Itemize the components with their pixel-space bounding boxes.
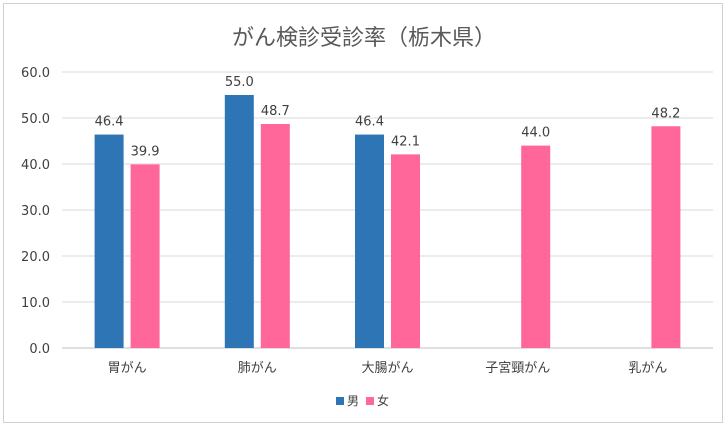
data-label: 46.4	[95, 115, 124, 130]
bar-female	[130, 164, 160, 348]
x-tick-label: 大腸がん	[361, 361, 413, 376]
bar-female	[651, 126, 681, 348]
bar-male	[355, 134, 384, 348]
data-label: 46.4	[355, 115, 384, 130]
gridlines	[62, 71, 713, 349]
y-tick-label: 60.0	[21, 66, 50, 81]
x-tick-label: 子宮頸がん	[485, 360, 550, 376]
y-tick-label: 10.0	[21, 296, 50, 311]
legend-label: 女	[377, 393, 389, 408]
data-label: 55.0	[225, 75, 254, 90]
bar-female	[391, 154, 420, 348]
y-tick-label: 0.0	[29, 342, 50, 357]
x-tick-label: 乳がん	[628, 361, 667, 376]
data-label: 48.2	[651, 106, 680, 121]
bar-female	[521, 145, 551, 348]
bar-male	[224, 95, 254, 348]
bar-female	[260, 123, 290, 348]
data-label: 48.7	[261, 104, 290, 119]
x-axis: 胃がん 肺がん 大腸がん 子宮頸がん 乳がん	[108, 360, 668, 376]
y-tick-label: 40.0	[21, 158, 50, 173]
y-tick-label: 50.0	[21, 112, 50, 127]
bar-male	[94, 134, 124, 348]
bars	[94, 95, 681, 348]
y-axis: 0.0 10.0 20.0 30.0 40.0 50.0 60.0	[21, 66, 50, 357]
data-labels: 46.4 39.9 55.0 48.7 46.4 42.1 44.0 48.2	[95, 75, 681, 159]
x-tick-label: 胃がん	[108, 361, 147, 376]
chart-title: がん検診受診率（栃木県）	[232, 26, 496, 51]
legend-label: 男	[347, 394, 359, 408]
legend-swatch	[366, 397, 374, 405]
data-label: 42.1	[391, 134, 420, 149]
y-tick-label: 30.0	[21, 204, 50, 219]
x-tick-label: 肺がん	[238, 361, 277, 376]
legend-swatch	[336, 397, 344, 405]
legend: 男女	[336, 393, 389, 408]
data-label: 39.9	[131, 144, 160, 159]
data-label: 44.0	[521, 126, 550, 141]
y-tick-label: 20.0	[21, 250, 50, 265]
